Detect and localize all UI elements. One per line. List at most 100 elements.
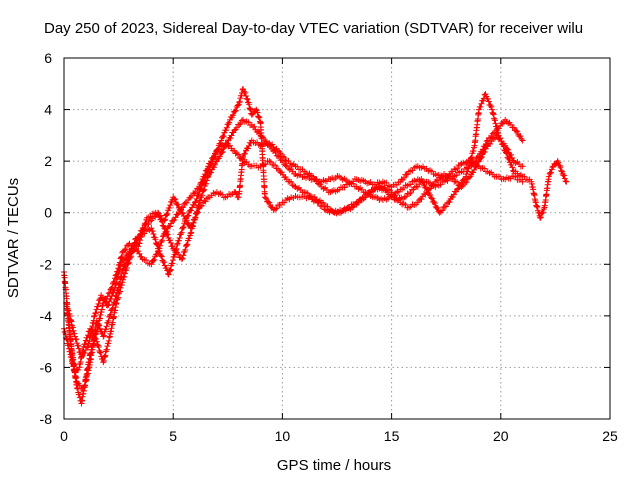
data-point (240, 85, 247, 92)
interpolated-markers (546, 164, 556, 177)
interpolated-markers (337, 174, 350, 184)
interpolated-markers (107, 293, 119, 318)
data-layer (61, 85, 570, 407)
interpolated-markers (251, 162, 262, 171)
interpolated-markers (232, 150, 245, 162)
data-point (510, 124, 517, 131)
interpolated-markers (134, 248, 145, 260)
interpolated-markers (232, 117, 245, 133)
y-tick-label: 4 (44, 102, 52, 118)
interpolated-markers (511, 127, 525, 143)
interpolated-markers (92, 295, 104, 317)
interpolated-markers (302, 170, 315, 179)
data-point (187, 230, 194, 237)
data-point (427, 194, 434, 201)
interpolated-markers (285, 157, 297, 169)
data-point (100, 359, 107, 366)
data-point (78, 354, 85, 361)
interpolated-markers (235, 154, 246, 197)
series-track-4 (61, 85, 570, 394)
data-point (100, 333, 107, 340)
interpolated-markers (311, 194, 323, 205)
series-track-3 (65, 137, 526, 361)
interpolated-markers (372, 179, 385, 188)
interpolated-markers (521, 173, 533, 184)
plot-frame (63, 57, 611, 420)
interpolated-markers (311, 176, 324, 188)
interpolated-markers (188, 205, 202, 229)
y-axis-label: SDTVAR / TECUs (5, 178, 22, 298)
interpolated-markers (541, 176, 552, 209)
interpolated-markers (184, 201, 198, 220)
interpolated-markers (407, 201, 420, 210)
interpolated-markers (551, 160, 560, 168)
data-point (266, 158, 273, 165)
y-tick-label: -4 (40, 308, 53, 324)
interpolated-markers (533, 202, 543, 219)
interpolated-markers (179, 232, 193, 262)
interpolated-markers (250, 123, 263, 137)
interpolated-markers (455, 176, 468, 192)
interpolated-markers (537, 205, 547, 221)
interpolated-markers (206, 189, 219, 201)
data-point (200, 178, 207, 185)
data-point (93, 318, 100, 325)
data-point (244, 96, 251, 103)
interpolated-markers (290, 193, 301, 201)
interpolated-markers (105, 289, 117, 308)
data-point (545, 173, 552, 180)
interpolated-markers (372, 193, 385, 203)
interpolated-markers (276, 167, 289, 181)
interpolated-markers (302, 189, 315, 200)
x-tick-label: 20 (493, 428, 509, 444)
data-point (248, 111, 255, 118)
interpolated-markers (127, 236, 139, 255)
interpolated-markers (471, 109, 482, 146)
x-tick-label: 5 (169, 428, 177, 444)
data-point (563, 178, 570, 185)
interpolated-markers (79, 344, 90, 358)
interpolated-markers (555, 159, 565, 174)
interpolated-markers (459, 174, 472, 190)
data-point (113, 292, 120, 299)
y-tick-label: 0 (44, 205, 52, 221)
interpolated-markers (512, 173, 524, 183)
interpolated-markers (162, 196, 176, 223)
interpolated-markers (85, 313, 98, 347)
interpolated-markers (224, 190, 236, 200)
interpolated-markers (141, 226, 153, 237)
data-point (187, 194, 194, 201)
data-point (519, 178, 526, 185)
data-point (65, 307, 72, 314)
data-point (161, 217, 168, 224)
data-point (174, 240, 181, 247)
interpolated-markers (111, 262, 124, 292)
data-point (74, 379, 81, 386)
tick-layer: 0 5 10 15 20 25 -8 -6 -4 -2 0 2 4 6 (40, 50, 618, 444)
data-point (74, 385, 81, 392)
interpolated-markers (166, 241, 180, 275)
interpolated-markers (227, 102, 241, 121)
interpolated-markers (425, 178, 437, 190)
interpolated-markers (87, 320, 100, 363)
data-point (178, 256, 185, 263)
interpolated-markers (162, 226, 176, 250)
data-point (558, 168, 565, 175)
interpolated-markers (489, 109, 502, 137)
y-tick-label: -8 (40, 411, 53, 427)
interpolated-markers (263, 195, 276, 211)
interpolated-markers (446, 188, 460, 205)
y-tick-label: -6 (40, 359, 53, 375)
interpolated-markers (201, 160, 215, 184)
interpolated-markers (149, 251, 160, 265)
interpolated-markers (398, 170, 411, 183)
grid-layer (64, 58, 610, 419)
interpolated-markers (399, 182, 411, 193)
x-tick-label: 25 (602, 428, 618, 444)
interpolated-markers (253, 107, 263, 125)
interpolated-markers (240, 88, 250, 102)
data-point (93, 338, 100, 345)
interpolated-markers (420, 179, 433, 198)
interpolated-markers (192, 179, 206, 205)
